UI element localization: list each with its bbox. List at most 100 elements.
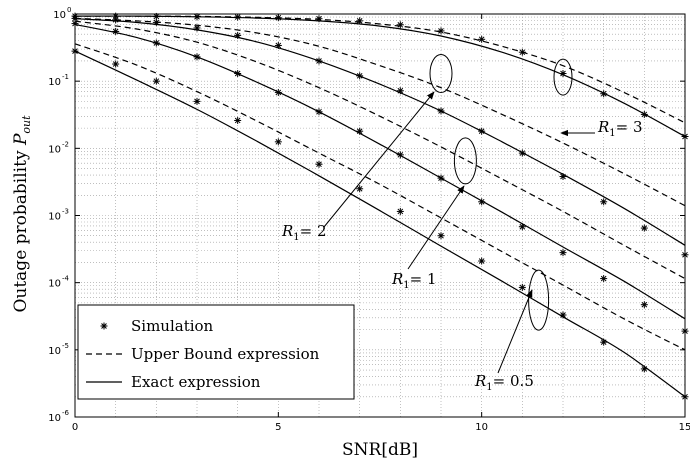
marker-stroke [397,208,404,215]
marker-stroke [641,301,648,308]
simulation-marker [518,149,526,157]
simulation-marker [274,41,282,49]
simulation-marker [640,301,648,309]
simulation-marker [559,249,567,257]
legend-box [77,304,355,400]
y-tick-label: 10 [48,212,61,223]
marker-stroke [397,87,404,94]
marker-stroke [194,13,200,20]
y-axis-label-sub: out [20,115,33,134]
marker-stroke [560,249,566,256]
marker-stroke [438,175,444,181]
simulation-marker [193,53,201,61]
simulation-marker [112,60,120,68]
legend-label: Exact expression [131,373,261,391]
marker-stroke [438,28,444,34]
annotation-label: R1= 1 [391,270,437,291]
simulation-marker [152,18,160,26]
simulation-marker [640,224,648,232]
annotation-arrow [407,185,465,270]
simulation-marker [274,138,282,146]
annotation-label: R1= 3 [597,118,643,139]
simulation-marker [559,70,567,78]
x-tick-label: 0 [72,422,78,433]
upper-bound-curve [74,20,686,280]
annotation-arrow [497,289,533,374]
exact-curve [74,23,686,320]
marker-stroke [641,225,648,231]
marker-stroke [194,25,200,31]
marker-stroke [438,232,444,239]
exact-curve [74,50,686,398]
simulation-marker [478,198,486,206]
marker-stroke [478,128,485,135]
simulation-marker [396,207,404,215]
marker-stroke [234,14,241,20]
simulation-marker [518,48,526,56]
y-tick-label: 10 [48,413,61,424]
simulation-marker [437,27,445,35]
simulation-marker [600,90,608,98]
marker-stroke [600,90,607,97]
upper-bound-curve [75,15,686,124]
y-tick-exponent: -5 [62,342,69,350]
simulation-marker [478,35,486,43]
marker-stroke [478,258,485,264]
marker-stroke [397,152,404,158]
marker-stroke [194,54,200,60]
simulation-marker [559,173,567,181]
y-axis-label-symbol: P [11,133,31,146]
simulation-marker [315,160,323,168]
marker-stroke [600,198,607,205]
x-axis-label: SNR[dB] [342,440,418,460]
simulation-marker [478,257,486,265]
marker-stroke [356,185,363,192]
simulation-marker [518,223,526,231]
marker-stroke [275,89,282,96]
marker-stroke [438,108,444,114]
annotation-ellipse [553,58,573,96]
simulation-marker [437,174,445,182]
simulation-marker [518,283,526,291]
legend: Simulation Upper Bound expression Exact ex… [77,304,355,400]
marker-stroke [478,198,485,205]
simulation-marker [600,275,608,283]
marker-stroke [316,108,322,115]
marker-stroke [641,111,648,118]
simulation-marker [559,311,567,319]
marker-stroke [560,312,566,318]
simulation-marker [640,365,648,373]
marker-stroke [112,61,119,67]
simulation-marker [234,116,242,124]
marker-stroke [397,21,404,28]
simulation-marker [193,13,201,21]
y-tick-exponent: 0 [67,6,71,14]
y-tick-exponent: -1 [62,73,69,81]
marker-stroke [478,36,485,43]
marker-stroke [641,366,648,372]
simulation-marker [315,108,323,116]
x-tick-label: 5 [275,422,281,433]
annotation-arrow [323,91,435,228]
marker-stroke [316,15,322,22]
simulation-marker [274,88,282,96]
simulation-marker [234,13,242,21]
y-tick-label: 10 [48,346,61,357]
simulation-marker [396,87,404,95]
simulation-marker [152,12,160,20]
marker-stroke [234,70,241,77]
annotation-ellipse [429,54,453,94]
y-tick-label: 10 [53,10,66,21]
upper-bound-curve [74,17,686,207]
marker-stroke [153,19,160,26]
simulation-marker [478,127,486,135]
legend-label: Upper Bound expression [131,345,320,363]
marker-stroke [153,78,160,84]
y-tick-exponent: -3 [62,208,69,216]
series-layer [74,15,686,398]
upper-bound-curve [74,43,686,351]
exact-curve [74,15,686,138]
marker-layer [71,12,689,401]
